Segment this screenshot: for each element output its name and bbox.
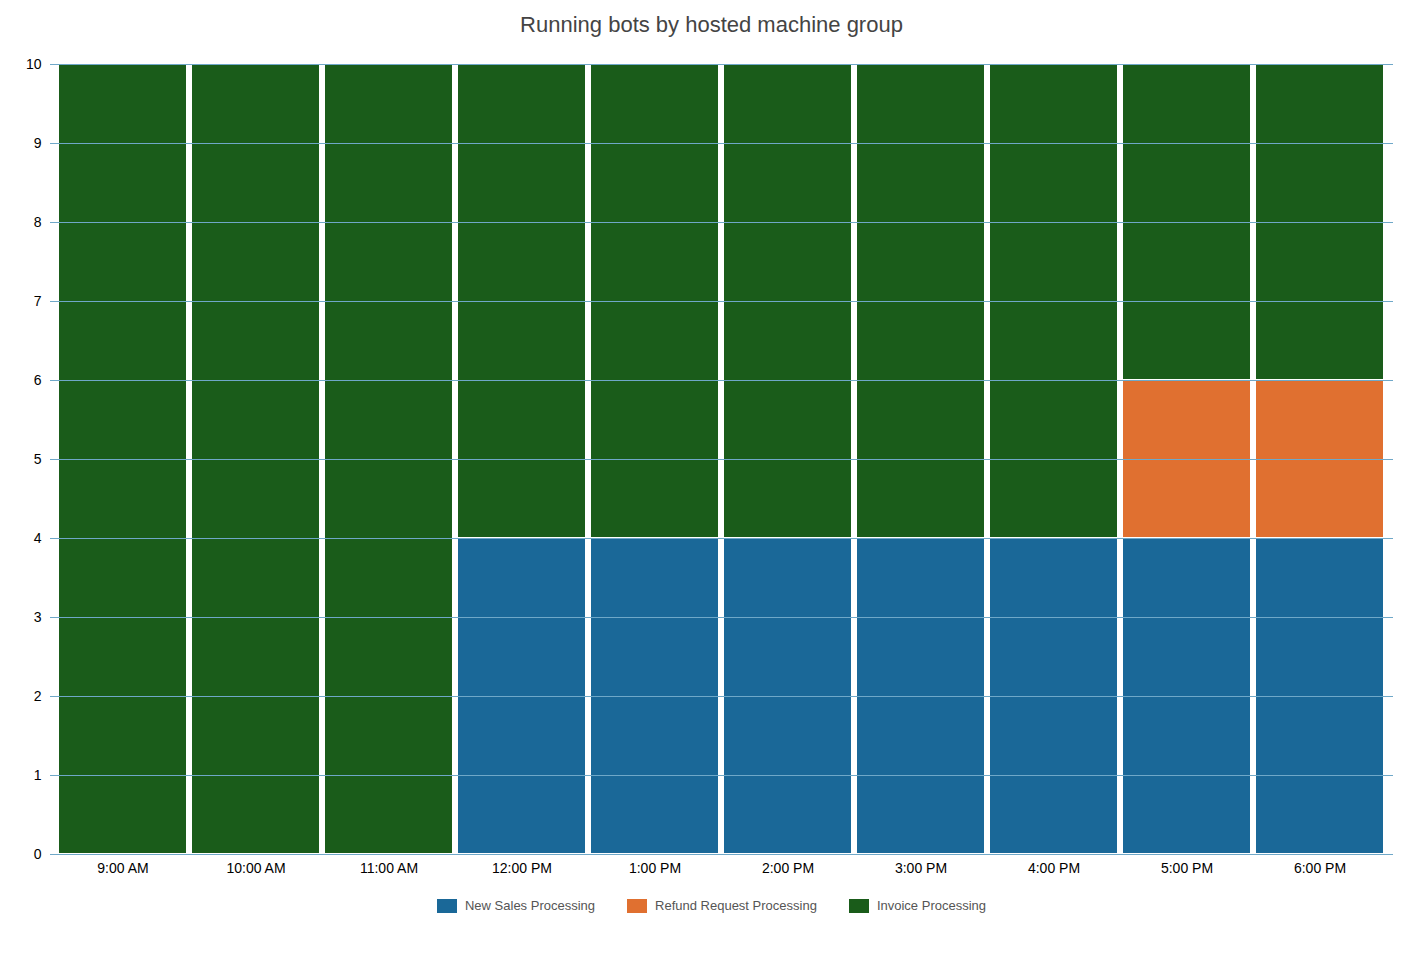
svg-text:5:00 PM: 5:00 PM (1161, 860, 1213, 876)
svg-text:7: 7 (34, 293, 42, 309)
svg-text:4:00 PM: 4:00 PM (1028, 860, 1080, 876)
svg-text:11:00 AM: 11:00 AM (360, 860, 418, 876)
svg-text:2:00 PM: 2:00 PM (762, 860, 814, 876)
svg-text:1:00 PM: 1:00 PM (629, 860, 681, 876)
svg-text:5: 5 (34, 451, 42, 467)
svg-text:6:00 PM: 6:00 PM (1294, 860, 1346, 876)
svg-text:9: 9 (34, 135, 42, 151)
html-text:Invoice Processing: Invoice Processing (876, 898, 986, 913)
html-text:New Sales Processing: New Sales Processing (465, 898, 595, 913)
svg-text:12:00 PM: 12:00 PM (492, 860, 552, 876)
svg-text:9:00 AM: 9:00 AM (97, 860, 148, 876)
svg-text:8: 8 (34, 214, 42, 230)
svg-text:3: 3 (34, 609, 42, 625)
svg-text:2: 2 (34, 688, 42, 704)
svg-text:0: 0 (34, 846, 42, 862)
svg-text:6: 6 (34, 372, 42, 388)
html-text:Running bots by hosted machine: Running bots by hosted machine group (520, 12, 903, 37)
svg-text:4: 4 (34, 530, 42, 546)
html-text:Refund Request Processing: Refund Request Processing (655, 898, 817, 913)
svg-text:1: 1 (34, 767, 42, 783)
svg-text:10: 10 (26, 56, 42, 72)
svg-text:3:00 PM: 3:00 PM (895, 860, 947, 876)
svg-text:10:00 AM: 10:00 AM (226, 860, 285, 876)
